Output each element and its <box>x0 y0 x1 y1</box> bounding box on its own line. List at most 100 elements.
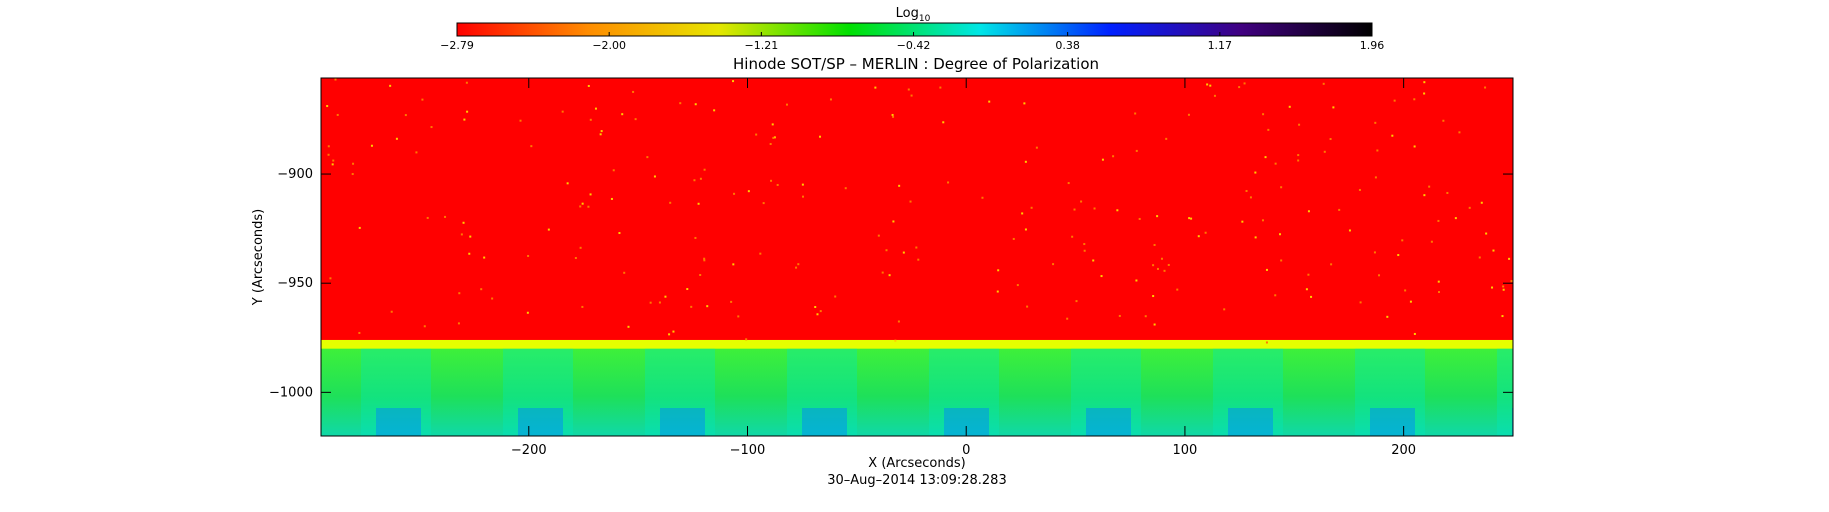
y-tick-label: −1000 <box>269 385 313 400</box>
speckle <box>1378 274 1381 277</box>
speckle <box>732 263 735 266</box>
speckle <box>1280 186 1283 189</box>
speckle <box>599 133 602 136</box>
speckle <box>1267 128 1270 131</box>
speckle <box>894 339 897 342</box>
speckle <box>610 197 613 200</box>
speckle <box>915 246 918 249</box>
scan-stripe <box>802 408 847 436</box>
speckle <box>1329 138 1332 141</box>
speckle <box>465 81 468 84</box>
speckle <box>801 183 804 186</box>
scan-stripe <box>1512 408 1513 436</box>
speckle <box>1030 206 1033 209</box>
speckle <box>1163 269 1166 272</box>
colorbar-tick-label: −2.00 <box>592 39 626 52</box>
speckle <box>1305 288 1308 291</box>
speckle <box>1223 308 1226 311</box>
speckle <box>327 145 330 148</box>
speckle <box>769 143 772 146</box>
speckle <box>1261 219 1264 222</box>
speckle <box>1241 220 1244 223</box>
speckle <box>703 259 706 262</box>
speckle <box>566 182 569 185</box>
speckle <box>1213 94 1216 97</box>
speckle <box>770 179 773 182</box>
speckle <box>1144 315 1147 318</box>
speckle <box>1454 217 1457 220</box>
speckle <box>772 136 775 139</box>
chart-title: Hinode SOT/SP – MERLIN : Degree of Polar… <box>733 55 1099 73</box>
speckle <box>1176 288 1179 291</box>
speckle <box>395 137 398 140</box>
speckle <box>390 310 393 313</box>
speckle <box>589 118 592 121</box>
speckle <box>747 190 750 193</box>
region-disk <box>321 78 1513 345</box>
speckle <box>996 290 999 293</box>
speckle <box>902 251 905 254</box>
speckle <box>699 177 702 180</box>
scan-stripe <box>787 348 857 436</box>
speckle <box>881 271 884 274</box>
speckle <box>1438 291 1441 294</box>
speckle <box>444 215 447 218</box>
speckle <box>669 201 672 204</box>
speckle <box>1135 279 1138 282</box>
speckle <box>579 205 582 208</box>
speckle <box>897 320 900 323</box>
speckle <box>649 301 652 304</box>
speckle <box>816 313 819 316</box>
speckle <box>1446 191 1449 194</box>
scan-stripe <box>1355 348 1425 436</box>
speckle <box>587 205 590 208</box>
speckle <box>686 288 689 291</box>
speckle <box>332 159 335 162</box>
speckle <box>690 305 693 308</box>
speckle <box>458 292 461 295</box>
speckle <box>1502 288 1505 291</box>
speckle <box>579 246 582 249</box>
speckle <box>1071 235 1074 238</box>
speckle <box>1197 235 1200 238</box>
speckle <box>594 107 597 110</box>
speckle <box>898 184 901 187</box>
speckle <box>795 266 798 269</box>
speckle <box>1138 217 1141 220</box>
speckle <box>1156 267 1159 270</box>
speckle <box>910 94 913 97</box>
speckle <box>1330 263 1333 266</box>
speckle <box>694 236 697 239</box>
speckle <box>672 330 675 333</box>
speckle <box>939 86 942 89</box>
scan-stripe <box>361 348 431 436</box>
speckle <box>1249 196 1252 199</box>
speckle <box>907 88 910 91</box>
speckle <box>581 202 584 205</box>
speckle <box>834 295 837 298</box>
speckle <box>1012 237 1015 240</box>
speckle <box>352 162 355 165</box>
speckle <box>480 288 483 291</box>
speckle <box>988 100 991 103</box>
speckle <box>1409 300 1412 303</box>
speckle <box>1083 243 1086 246</box>
speckle <box>1484 86 1487 89</box>
speckle <box>1093 207 1096 210</box>
speckle <box>483 256 486 259</box>
scan-stripe <box>518 408 563 436</box>
region-off-limb <box>321 348 1513 436</box>
speckle <box>469 235 472 238</box>
colorbar-tick-label: 1.96 <box>1360 39 1385 52</box>
speckle <box>463 118 466 121</box>
speckle <box>1468 206 1471 209</box>
speckle <box>694 103 697 106</box>
speckle <box>942 121 945 124</box>
speckle <box>679 102 682 105</box>
speckle <box>1023 102 1026 105</box>
speckle <box>574 257 577 260</box>
speckle <box>1508 257 1511 260</box>
speckle <box>697 202 700 205</box>
speckle <box>1035 146 1038 149</box>
